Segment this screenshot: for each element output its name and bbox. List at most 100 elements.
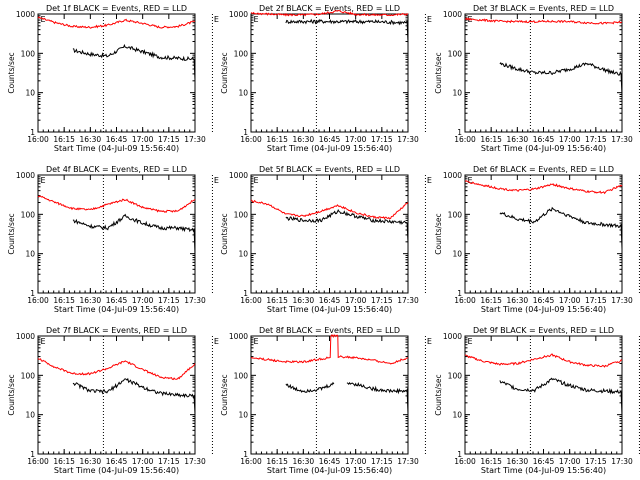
x-tick-label: 16:00 [454,296,476,305]
x-tick-label: 16:00 [454,457,476,466]
event-marker-label: E [214,337,219,346]
event-marker-label: E [427,337,432,346]
y-tick-label: 1000 [16,332,35,341]
y-tick-label: 100 [21,49,36,58]
x-tick-label: 17:00 [345,296,367,305]
x-tick-label: 17:15 [585,296,607,305]
x-tick-label: 16:00 [27,457,49,466]
y-tick-label: 100 [448,371,463,380]
x-axis-label: Start Time (04-Jul-09 15:56:40) [54,466,179,475]
plot-panel-5: Det 5f BLACK = Events, RED = LLD 16:00 16:… [220,165,432,314]
x-tick-label: 17:30 [611,296,633,305]
plot-panel-6: Det 6f BLACK = Events, RED = LLD 16:00 16:… [434,165,640,314]
plot-panel-2: Det 2f BLACK = Events, RED = LLD 16:00 16:… [220,4,432,153]
series-line-events-1 [72,377,196,415]
event-marker-label: E [427,176,432,185]
series-line-events-1 [499,206,623,250]
series-line-events-1 [285,209,409,244]
y-axis-label: Counts/sec [220,213,229,254]
panel-title: Det 8f BLACK = Events, RED = LLD [259,326,400,335]
y-tick-label: 1000 [229,332,248,341]
plot-frame [250,13,409,133]
event-marker-label: E [214,176,219,185]
x-tick-label: 16:00 [27,296,49,305]
y-tick-label: 1 [457,128,462,137]
x-tick-label: 16:30 [293,296,315,305]
event-marker-label: E [214,15,219,24]
y-axis-label: Counts/sec [7,374,16,415]
plot-panel-8: Det 8f BLACK = Events, RED = LLD 16:00 16:… [220,326,432,475]
panel-title: Det 1f BLACK = Events, RED = LLD [46,4,187,13]
series-line-events-1 [72,43,196,81]
y-axis-label: Counts/sec [220,52,229,93]
y-tick-label: 10 [452,250,462,259]
plot-frame [464,335,623,455]
y-tick-label: 1000 [443,10,462,19]
x-axis-label: Start Time (04-Jul-09 15:56:40) [54,144,179,153]
x-tick-label: 16:30 [80,457,102,466]
x-tick-label: 17:00 [132,296,154,305]
x-tick-label: 17:00 [559,135,581,144]
panel-title: Det 5f BLACK = Events, RED = LLD [259,165,400,174]
x-tick-label: 16:00 [454,135,476,144]
series-line-lld-2 [37,16,196,29]
y-tick-label: 10 [238,411,248,420]
series-line-events-1 [285,18,409,44]
y-tick-label: 100 [234,371,249,380]
x-tick-label: 16:15 [53,296,75,305]
plot-frame [37,174,196,294]
series-line-lld-2 [464,17,622,25]
x-tick-label: 16:30 [80,296,102,305]
x-tick-label: 16:45 [319,296,341,305]
y-tick-label: 100 [21,371,36,380]
series-line-events-1 [499,61,623,97]
y-tick-label: 10 [238,250,248,259]
x-tick-label: 16:30 [507,296,529,305]
panel-title: Det 4f BLACK = Events, RED = LLD [46,165,187,174]
y-tick-label: 1 [30,289,35,298]
x-tick-label: 16:45 [533,296,555,305]
y-tick-label: 100 [448,210,463,219]
y-axis-label: Counts/sec [220,374,229,415]
event-marker-label: E [40,337,45,346]
y-axis-label: Counts/sec [434,213,443,254]
event-marker-label: E [467,176,472,185]
y-tick-label: 1 [457,450,462,459]
plot-panel-4: Det 4f BLACK = Events, RED = LLD 16:00 16:… [7,165,219,314]
x-tick-label: 16:00 [240,296,262,305]
plot-panel-3: Det 3f BLACK = Events, RED = LLD 16:00 16:… [434,4,640,153]
x-tick-label: 17:15 [158,457,180,466]
series-line-lld-2 [464,353,623,368]
x-tick-label: 17:30 [184,135,206,144]
y-tick-label: 10 [452,411,462,420]
x-tick-label: 17:15 [585,135,607,144]
x-tick-label: 16:45 [106,135,128,144]
y-axis-label: Counts/sec [434,52,443,93]
y-tick-label: 1 [30,450,35,459]
x-tick-label: 16:15 [480,296,502,305]
series-line-events-1 [285,381,335,393]
y-tick-label: 10 [25,89,35,98]
x-tick-label: 16:45 [533,457,555,466]
x-tick-label: 17:00 [559,457,581,466]
x-tick-label: 17:15 [371,135,393,144]
x-tick-label: 17:15 [371,296,393,305]
series-line-lld-2 [37,195,196,213]
y-tick-label: 1 [30,128,35,137]
x-tick-label: 17:00 [132,457,154,466]
x-tick-label: 17:15 [585,457,607,466]
series-line-events-2 [346,381,409,415]
x-tick-label: 17:00 [345,457,367,466]
y-axis-label: Counts/sec [7,213,16,254]
event-marker-label: E [467,337,472,346]
x-axis-label: Start Time (04-Jul-09 15:56:40) [267,466,392,475]
x-axis-label: Start Time (04-Jul-09 15:56:40) [481,466,606,475]
x-tick-label: 17:30 [611,135,633,144]
y-tick-label: 10 [238,89,248,98]
x-tick-label: 16:30 [507,457,529,466]
plot-panel-9: Det 9f BLACK = Events, RED = LLD 16:00 16:… [434,326,640,475]
x-axis-label: Start Time (04-Jul-09 15:56:40) [481,305,606,314]
plot-frame [250,335,409,455]
series-line-lld-2 [250,199,409,220]
y-tick-label: 100 [234,49,249,58]
